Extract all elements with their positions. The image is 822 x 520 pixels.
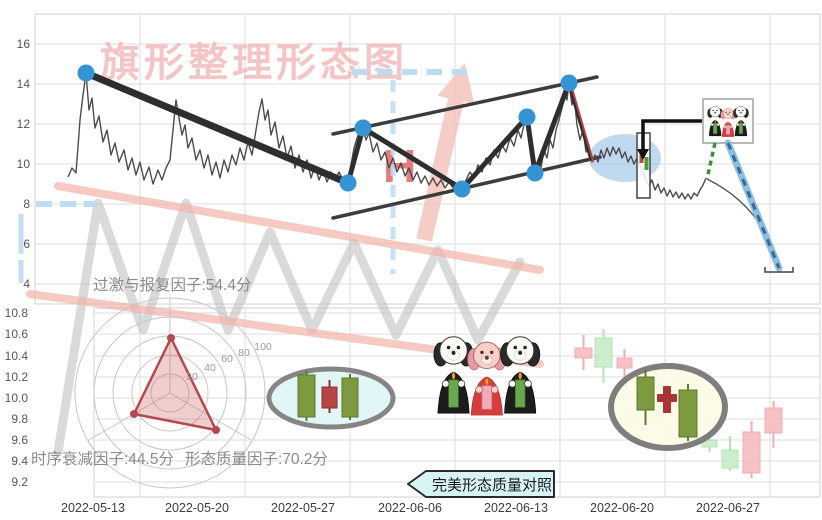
radar-ring-label-20: 20	[186, 371, 198, 383]
y-tick: 10.2	[5, 370, 29, 384]
y-tick: 9.8	[11, 412, 28, 426]
y-tick: 6	[23, 237, 30, 251]
pattern-anchor-dots	[77, 64, 578, 198]
watermark-group: 旗形整理形态图 H	[18, 41, 544, 457]
y-tick: 10.4	[5, 349, 29, 363]
radar-polygon	[132, 336, 218, 432]
x-tick: 2022-05-27	[271, 501, 335, 515]
red-cross-doji-icon	[657, 386, 677, 413]
perfect-pattern-badge-left	[266, 366, 396, 430]
callout-label: 完美形态质量对照	[432, 477, 552, 494]
y-tick: 14	[17, 77, 31, 91]
watermark-arrow-up	[416, 98, 464, 242]
bg-candle-pink-4	[764, 401, 783, 448]
perfect-quality-callout: 完美形态质量对照	[407, 470, 555, 498]
elbow-arrow-head-icon	[637, 149, 649, 160]
y-tick: 4	[23, 277, 30, 291]
y-tick: 8	[23, 197, 30, 211]
watermark-title: 旗形整理形态图	[100, 41, 408, 85]
breakdown-line-red	[570, 84, 594, 162]
y-tick: 12	[17, 117, 31, 131]
watermark-blue-dashes	[18, 69, 470, 283]
y-tick: 16	[17, 37, 31, 51]
x-tick: 2022-05-13	[61, 501, 125, 515]
radar-vertex-dots	[130, 334, 220, 434]
bg-candle-green-2	[721, 436, 739, 471]
dogs-mascot-image	[433, 336, 541, 416]
x-tick: 2022-06-20	[590, 501, 654, 515]
bottom-y-axis-labels: 10.8 10.6 10.4 10.2 10.0 9.8 9.6 9.4 9.2	[5, 306, 29, 489]
radar-ring-label-80: 80	[238, 347, 250, 359]
top-y-axis-labels: 16 14 12 10 8 6 4	[17, 37, 31, 291]
background-candles	[574, 329, 783, 478]
price-line	[67, 72, 707, 200]
target-bracket	[764, 267, 794, 273]
x-tick: 2022-05-20	[165, 501, 229, 515]
x-tick: 2022-06-27	[696, 501, 760, 515]
radar-ring-label-40: 40	[204, 362, 216, 374]
x-tick: 2022-06-06	[378, 501, 442, 515]
radar-axis-label-right: 形态质量因子:70.2分	[185, 450, 328, 468]
y-tick: 10.0	[5, 391, 29, 405]
y-tick: 9.4	[11, 454, 28, 468]
radar-chart: 20 40 60 80 100 过激与报复因子:54.4分 时序衰减因子:44.…	[31, 276, 328, 489]
y-tick: 10.8	[5, 306, 29, 320]
radar-axis-label-top: 过激与报复因子:54.4分	[93, 276, 251, 294]
bg-candle-green-1	[594, 329, 613, 383]
y-tick: 9.2	[11, 475, 28, 489]
elbow-arrow	[641, 119, 705, 150]
flag-zigzag-line	[345, 80, 572, 192]
flagpole-line	[82, 69, 352, 187]
mini-candles-in-rectangle	[639, 152, 649, 170]
forecast-green-dashed-line	[705, 142, 717, 180]
x-axis-labels: 2022-05-13 2022-05-20 2022-05-27 2022-06…	[61, 501, 760, 515]
forecast-blue-dashed-line	[724, 139, 783, 272]
watermark-pink-line-upper	[54, 182, 544, 274]
radar-ring-label-100: 100	[254, 341, 272, 353]
breakdown-line-dark	[567, 81, 593, 160]
flag-pattern-lines	[82, 69, 593, 192]
forecast-curve	[706, 178, 779, 263]
x-tick: 2022-06-13	[484, 501, 548, 515]
bg-candle-pink-1	[574, 335, 593, 370]
y-tick: 10	[17, 157, 31, 171]
radar-axis-label-left: 时序衰减因子:44.5分	[31, 450, 174, 468]
radar-ring-label-60: 60	[221, 353, 233, 365]
y-tick: 10.6	[5, 327, 29, 341]
actual-pattern-badge-right	[608, 363, 728, 451]
bg-candle-pink-3	[742, 421, 761, 478]
y-tick: 9.6	[11, 433, 28, 447]
